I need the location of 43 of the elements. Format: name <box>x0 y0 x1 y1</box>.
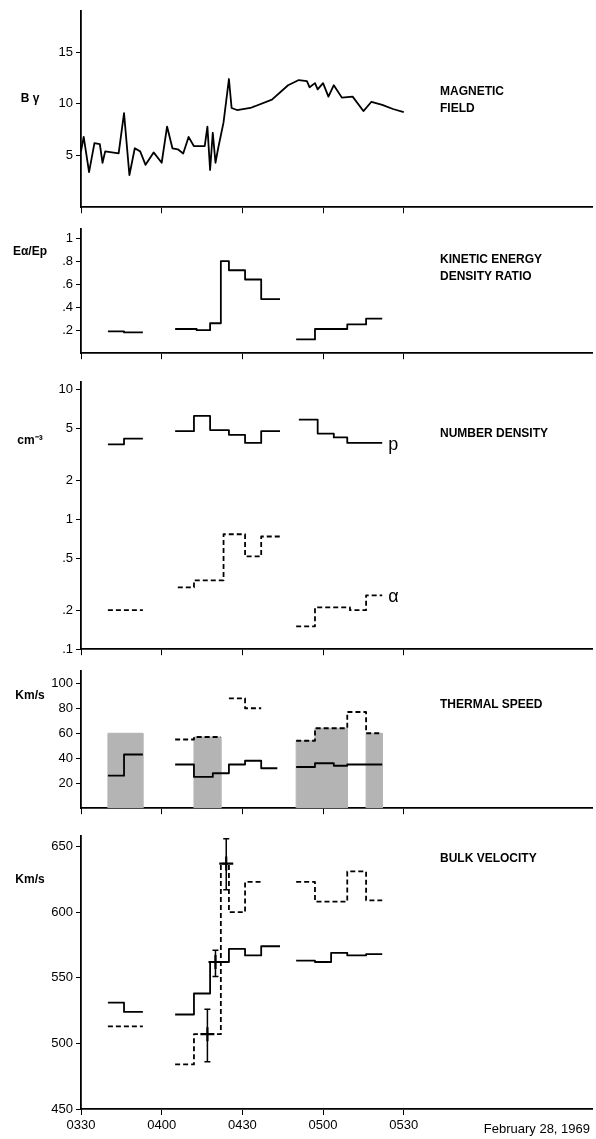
y-tick-label: .8 <box>62 252 73 268</box>
series-label: α <box>388 586 399 607</box>
y-tick-label: 500 <box>51 1034 73 1050</box>
y-tick-label: 80 <box>58 699 73 715</box>
y-tick-label: 5 <box>65 420 73 436</box>
y-axis-title: cm⁻³ <box>17 433 43 448</box>
y-tick-label: .1 <box>62 640 73 656</box>
x-tick-label: 0530 <box>389 1117 419 1133</box>
y-tick-label: 100 <box>51 674 73 690</box>
x-tick-label: 0330 <box>66 1117 96 1133</box>
y-axis-title: B γ <box>20 91 40 106</box>
series-label: p <box>388 433 399 454</box>
y-tick-label: 10 <box>58 381 73 397</box>
y-axis-title: Eα/Ep <box>12 243 48 258</box>
text: February 28, 1969 <box>483 1120 590 1136</box>
y-tick-label: 20 <box>58 774 73 790</box>
y-tick-label: 600 <box>51 903 73 919</box>
x-tick-label: 0500 <box>308 1117 338 1133</box>
y-tick-label: .4 <box>62 298 73 314</box>
text: MAGNETIC FIELD <box>440 83 505 115</box>
y-tick-label: .5 <box>62 550 73 566</box>
y-tick-label: 1 <box>65 229 73 245</box>
y-tick-label: 15 <box>58 43 73 59</box>
y-tick-label: 60 <box>58 724 73 740</box>
y-tick-label: 450 <box>51 1100 73 1116</box>
y-tick-label: 5 <box>65 147 73 163</box>
y-tick-label: 2 <box>65 472 73 488</box>
x-tick-label: 0400 <box>147 1117 177 1133</box>
y-axis-title: Km/s <box>15 687 45 702</box>
x-tick-label: 0430 <box>227 1117 257 1133</box>
text: THERMAL SPEED <box>440 696 543 711</box>
text: NUMBER DENSITY <box>440 425 549 440</box>
y-tick-label: 10 <box>58 95 73 111</box>
text: BULK VELOCITY <box>440 850 537 865</box>
y-tick-label: .6 <box>62 275 73 291</box>
y-tick-label: 40 <box>58 749 73 765</box>
y-tick-label: 1 <box>65 511 73 527</box>
y-tick-label: 650 <box>51 838 73 854</box>
y-tick-label: .2 <box>62 601 73 617</box>
y-tick-label: 550 <box>51 969 73 985</box>
y-tick-label: .2 <box>62 321 73 337</box>
text: KINETIC ENERGY DENSITY RATIO <box>440 251 543 283</box>
y-axis-title: Km/s <box>15 871 45 886</box>
